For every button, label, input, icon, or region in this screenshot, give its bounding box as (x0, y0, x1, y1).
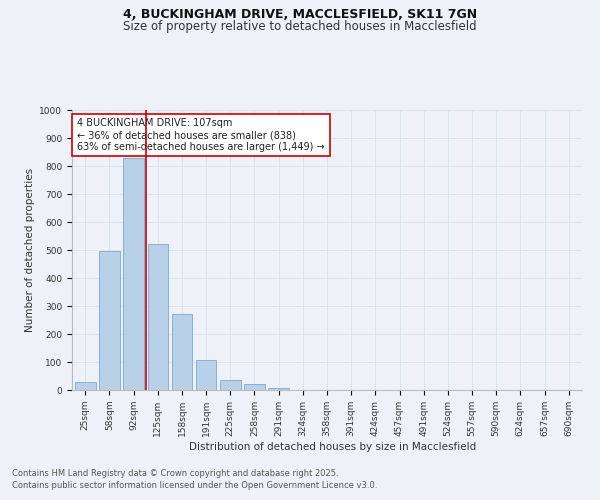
Text: Distribution of detached houses by size in Macclesfield: Distribution of detached houses by size … (190, 442, 476, 452)
Y-axis label: Number of detached properties: Number of detached properties (25, 168, 35, 332)
Text: 4 BUCKINGHAM DRIVE: 107sqm
← 36% of detached houses are smaller (838)
63% of sem: 4 BUCKINGHAM DRIVE: 107sqm ← 36% of deta… (77, 118, 325, 152)
Bar (148, 244, 168, 390)
Bar (268, 388, 289, 390)
Bar (172, 314, 192, 390)
Text: Contains HM Land Registry data © Crown copyright and database right 2025.: Contains HM Land Registry data © Crown c… (12, 468, 338, 477)
Text: Contains public sector information licensed under the Open Government Licence v3: Contains public sector information licen… (12, 481, 377, 490)
Text: Size of property relative to detached houses in Macclesfield: Size of property relative to detached ho… (123, 20, 477, 33)
Bar (196, 360, 217, 390)
Text: 4, BUCKINGHAM DRIVE, MACCLESFIELD, SK11 7GN: 4, BUCKINGHAM DRIVE, MACCLESFIELD, SK11 … (123, 8, 477, 20)
Bar (244, 384, 265, 390)
Bar (75, 382, 95, 390)
Bar (220, 380, 241, 390)
Bar (99, 252, 120, 390)
Bar (124, 158, 144, 390)
